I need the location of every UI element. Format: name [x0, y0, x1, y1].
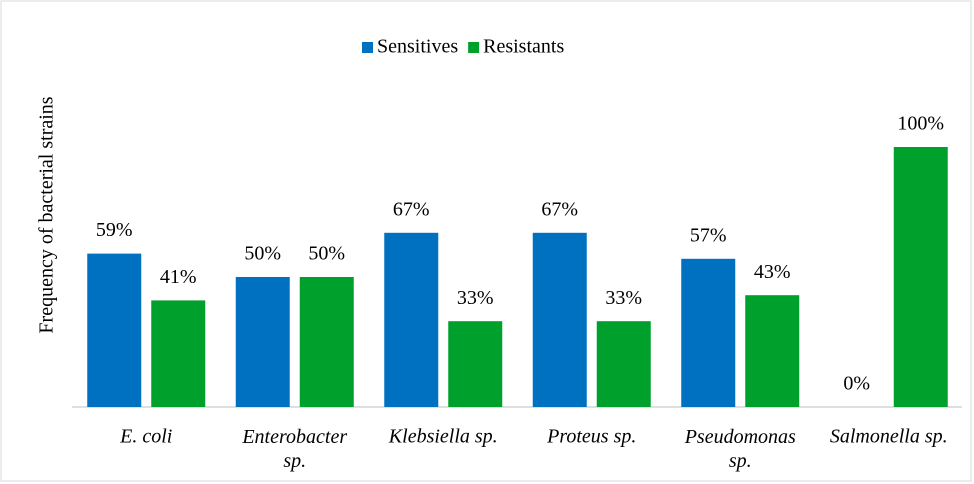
data-label: 0% [843, 373, 870, 395]
x-tick-label: Enterobacter sp. [241, 426, 347, 472]
data-label: 50% [244, 243, 281, 265]
y-axis-label: Frequency of bacterial strains [36, 96, 58, 333]
data-label: 100% [897, 113, 944, 135]
bar [384, 232, 439, 407]
x-tick-label: Salmonella sp. [830, 426, 948, 448]
data-label: 59% [96, 219, 133, 241]
data-label: 43% [754, 261, 791, 283]
data-label: 50% [308, 243, 345, 265]
bar [893, 147, 948, 407]
bar [87, 253, 142, 407]
legend-swatch [362, 42, 373, 53]
bar [151, 300, 206, 407]
bar [681, 258, 736, 407]
bar [448, 321, 503, 407]
bar [235, 277, 290, 407]
data-label: 67% [541, 198, 578, 220]
x-tick-label: E. coli [119, 426, 172, 448]
data-label: 41% [160, 266, 197, 288]
bar [299, 277, 354, 407]
bar [596, 321, 651, 407]
x-tick-label: Proteus sp. [546, 426, 636, 448]
data-label: 57% [690, 224, 727, 246]
legend-swatch [468, 42, 480, 53]
bar [745, 295, 800, 407]
data-label: 33% [605, 287, 642, 309]
data-label: 33% [457, 287, 494, 309]
legend-label: Sensitives [377, 36, 458, 58]
data-label: 67% [393, 198, 430, 220]
bar [532, 232, 587, 407]
legend-label: Resistants [483, 36, 564, 58]
x-tick-label: Klebsiella sp. [388, 426, 498, 448]
x-tick-label: Pseudomonas sp. [684, 426, 796, 472]
